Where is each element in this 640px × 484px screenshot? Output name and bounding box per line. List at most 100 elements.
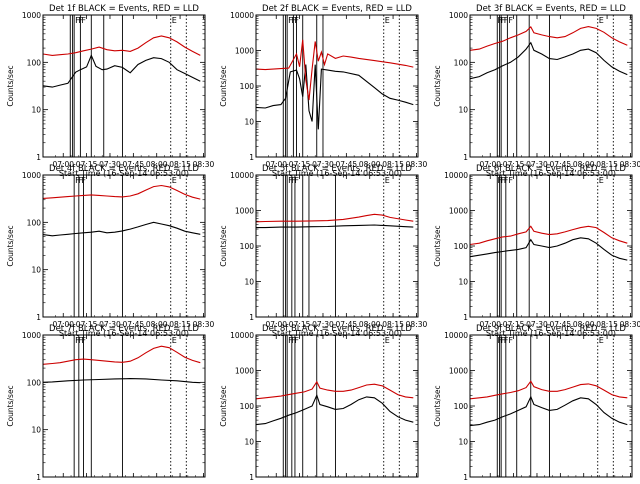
- x-tick-label: 08:00: [359, 320, 381, 329]
- events-series-line: [469, 395, 628, 427]
- x-tick-label: 08:00: [359, 160, 381, 169]
- x-tick-label: 07:45: [336, 320, 358, 329]
- events-series-line: [42, 53, 201, 88]
- y-tick-label: 100: [240, 242, 255, 251]
- flag-label: F: [291, 176, 296, 185]
- y-axis-label: Counts/sec: [433, 65, 442, 106]
- x-tick-label: 08:00: [573, 160, 595, 169]
- lld-series-line: [255, 380, 414, 400]
- x-tick-label: 07:45: [123, 160, 145, 169]
- plot-frame: [469, 334, 633, 478]
- y-tick-label: 1000: [22, 171, 41, 180]
- flag-label: F: [294, 16, 299, 25]
- y-tick-label: 10: [31, 106, 41, 115]
- y-axis-label: Counts/sec: [6, 225, 15, 266]
- panel-title: Det 7f BLACK = Events, RED = LLD: [49, 324, 199, 334]
- y-axis-label: Counts/sec: [433, 385, 442, 426]
- x-tick-label: 07:45: [336, 160, 358, 169]
- x-tick-label: 07:45: [123, 320, 145, 329]
- y-tick-label: 100: [454, 402, 469, 411]
- lld-series-line: [469, 25, 628, 51]
- x-tick-label: 08:00: [146, 160, 168, 169]
- panel-title: Det 2f BLACK = Events, RED = LLD: [262, 4, 412, 14]
- flag-label: F: [504, 336, 509, 345]
- lld-series-line: [42, 184, 201, 200]
- x-axis-label: Start Time (16-Sep-14 06:53:00): [486, 329, 616, 338]
- panel-title: Det 9f BLACK = Events, RED = LLD: [476, 324, 626, 334]
- flag-label: E: [599, 336, 604, 345]
- x-tick-label: 07:30: [99, 320, 121, 329]
- plot-frame: [255, 174, 419, 318]
- flag-label: F: [294, 176, 299, 185]
- y-tick-label: 1: [36, 153, 41, 162]
- x-tick-label: 08:30: [406, 160, 428, 169]
- x-tick-label: 08:15: [169, 160, 191, 169]
- y-tick-label: 100: [240, 82, 255, 91]
- y-tick-label: 100: [27, 58, 42, 67]
- x-tick-label: 07:00: [52, 160, 74, 169]
- flag-label: F: [497, 176, 502, 185]
- y-tick-label: 1: [249, 473, 254, 480]
- y-tick-label: 1: [463, 473, 468, 480]
- x-tick-label: 07:15: [503, 160, 525, 169]
- plot-frame: [42, 334, 206, 478]
- x-tick-label: 07:15: [289, 160, 311, 169]
- y-axis-label: Counts/sec: [6, 385, 15, 426]
- y-tick-label: 1: [463, 313, 468, 322]
- y-tick-label: 1000: [449, 11, 468, 20]
- flag-label: F: [288, 336, 293, 345]
- panel-title: Det 5f BLACK = Events, RED = LLD: [262, 164, 412, 174]
- plot-frame: [255, 14, 419, 158]
- lld-series-line: [255, 39, 414, 101]
- x-axis-label: Start Time (16-Sep-14 06:53:00): [59, 329, 189, 338]
- x-tick-label: 07:00: [265, 160, 287, 169]
- lld-series-line: [255, 213, 414, 223]
- x-tick-label: 07:00: [265, 320, 287, 329]
- flag-label: F: [497, 16, 502, 25]
- x-tick-label: 08:15: [596, 160, 618, 169]
- flag-label: E: [172, 336, 177, 345]
- flag-label: F: [497, 336, 502, 345]
- flag-label: F: [501, 336, 506, 345]
- y-tick-label: 1000: [22, 11, 41, 20]
- lld-series-line: [42, 35, 201, 56]
- flag-label: F: [501, 176, 506, 185]
- y-tick-label: 1: [249, 313, 254, 322]
- flag-label: E: [599, 16, 604, 25]
- flag-label: F: [288, 176, 293, 185]
- x-tick-label: 07:00: [52, 320, 74, 329]
- y-tick-label: 10: [31, 266, 41, 275]
- flag-label: F: [294, 336, 299, 345]
- y-tick-label: 10: [458, 278, 468, 287]
- events-series-line: [256, 224, 414, 229]
- y-axis-label: Counts/sec: [433, 225, 442, 266]
- x-tick-label: 08:15: [596, 320, 618, 329]
- flag-label: F: [75, 16, 80, 25]
- y-tick-label: 1: [36, 473, 41, 480]
- x-tick-label: 07:15: [76, 160, 98, 169]
- x-tick-label: 07:30: [312, 320, 334, 329]
- events-series-line: [255, 393, 414, 426]
- flag-label: E: [385, 336, 390, 345]
- x-tick-label: 07:45: [550, 160, 572, 169]
- x-tick-label: 08:15: [382, 320, 404, 329]
- flag-label: F: [78, 176, 83, 185]
- lld-series-line: [469, 380, 628, 400]
- x-tick-label: 07:15: [289, 320, 311, 329]
- y-tick-label: 10: [244, 118, 254, 127]
- flag-label: F: [81, 16, 86, 25]
- y-tick-label: 1: [36, 313, 41, 322]
- x-tick-label: 07:30: [526, 160, 548, 169]
- panel-title: Det 4f BLACK = Events, RED = LLD: [49, 164, 199, 174]
- x-tick-label: 08:30: [620, 160, 640, 169]
- y-axis-label: Counts/sec: [219, 65, 228, 106]
- events-series-line: [469, 41, 628, 80]
- y-tick-label: 10: [244, 438, 254, 447]
- y-tick-label: 100: [454, 58, 469, 67]
- lld-series-line: [469, 225, 628, 246]
